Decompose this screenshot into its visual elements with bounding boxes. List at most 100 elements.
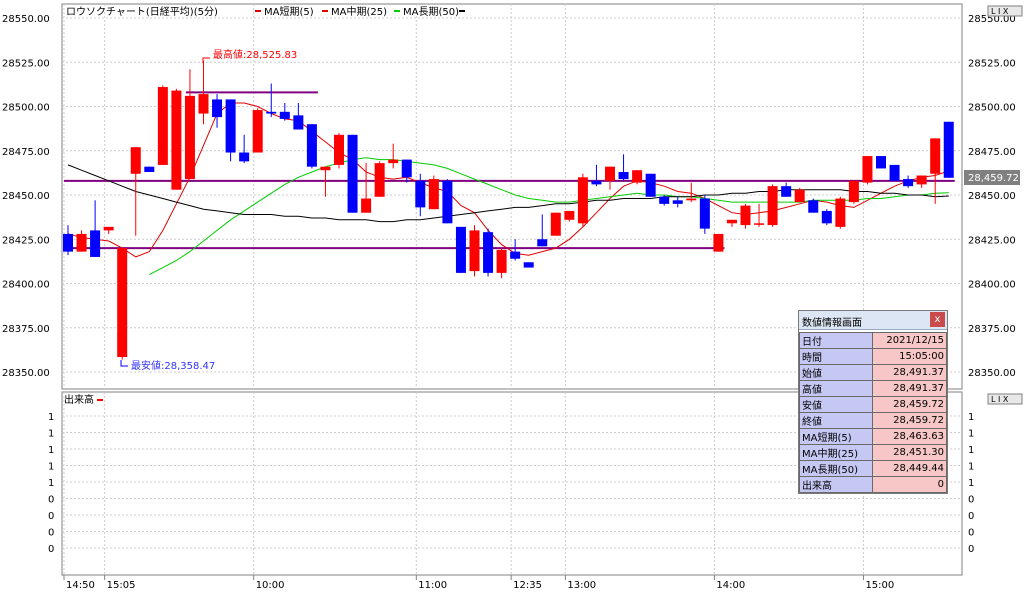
volume-y-ticks-right: 1 1 1 1 1 0 0 0 0 <box>968 412 974 555</box>
price-panel-buttons[interactable]: L I X <box>987 5 1023 17</box>
info-value: 28,463.63 <box>872 428 947 445</box>
close-button[interactable]: x <box>930 312 945 327</box>
x-tick-label: 15:05 <box>107 580 136 591</box>
info-value: 28,449.44 <box>872 460 947 477</box>
y-tick-label-right: 28350.00 <box>968 368 1016 379</box>
candle-body <box>171 90 182 190</box>
low-annotation-text: 最安値:28,358.47 <box>131 359 215 372</box>
legend-ma-long-swatch <box>394 10 400 12</box>
candle-body <box>401 159 412 178</box>
volume-y-tick-left: 1 <box>48 462 54 473</box>
candle-body <box>523 262 534 268</box>
volume-y-tick-right: 1 <box>968 478 974 489</box>
volume-y-tick-right: 1 <box>968 462 974 473</box>
candle-body <box>726 219 737 224</box>
y-tick-label-left: 28550.00 <box>2 14 50 25</box>
info-value: 28,459.72 <box>872 412 947 429</box>
candle-body <box>577 177 588 224</box>
price-panel-buttons-label: L I X <box>991 7 1009 16</box>
candle-body <box>537 239 548 247</box>
y-tick-label-right: 28450.00 <box>968 191 1016 202</box>
legend-title: ロウソクチャート(日経平均)(5分) <box>66 5 218 18</box>
volume-y-tick-right: 0 <box>968 544 974 555</box>
info-row: 始値 28,491.37 <box>799 364 947 381</box>
y-tick-label-right: 28375.00 <box>968 324 1016 335</box>
info-table: 日付 2021/12/15 時間 15:05:00 始値 28,491.37 高値 28,49… <box>799 332 947 493</box>
candle-body <box>90 230 101 257</box>
legend-ma-mid: MA中期(25) <box>331 5 387 18</box>
info-panel[interactable]: 数値情報画面 x 日付 2021/12/15 時間 15:05:00 始値 28,491.… <box>798 310 948 494</box>
candle-body <box>686 198 697 201</box>
info-row: 時間 15:05:00 <box>799 348 947 365</box>
info-row: 出来高 0 <box>799 476 947 493</box>
candle-body <box>388 159 399 164</box>
info-value: 0 <box>872 476 947 493</box>
volume-y-tick-left: 1 <box>48 445 54 456</box>
y-tick-label-left: 28425.00 <box>2 235 50 246</box>
candlesticks <box>63 60 954 360</box>
volume-y-tick-left: 0 <box>48 544 54 555</box>
volume-y-tick-right: 1 <box>968 445 974 456</box>
legend-ma-short: MA短期(5) <box>264 5 314 18</box>
candle-body <box>862 156 873 183</box>
info-row: MA長期(50) 28,449.44 <box>799 460 947 477</box>
candle-body <box>767 186 778 226</box>
info-key: 出来高 <box>799 476 873 493</box>
volume-y-ticks-left: 1 1 1 1 1 0 0 0 0 <box>48 412 54 555</box>
candle-body <box>279 111 290 119</box>
info-value: 2021/12/15 <box>872 332 947 349</box>
volume-panel-buttons-label: L I X <box>991 395 1009 404</box>
info-key: 高値 <box>799 380 873 397</box>
price-y-ticks-right: 28550.00 28525.00 28500.00 28475.00 28450.00… <box>968 14 1016 379</box>
candle-body <box>713 233 724 252</box>
info-panel-title: 数値情報画面 <box>802 318 862 329</box>
candle-body <box>605 166 615 181</box>
candle-body <box>754 223 765 225</box>
candle-body <box>225 99 236 153</box>
candle-body <box>455 226 466 273</box>
volume-y-tick-left: 1 <box>48 429 54 440</box>
ma-line-mid <box>149 157 949 276</box>
candle-body <box>740 205 751 226</box>
y-tick-label-right: 28525.00 <box>968 58 1016 69</box>
volume-y-tick-left: 1 <box>48 478 54 489</box>
low-annotation: 最安値:28,358.47 <box>120 359 215 372</box>
info-value: 28,491.37 <box>872 380 947 397</box>
y-tick-label-left: 28525.00 <box>2 58 50 69</box>
candle-body <box>672 200 683 204</box>
candle-body <box>794 189 805 203</box>
volume-panel-buttons[interactable]: L I X <box>987 393 1023 405</box>
candle-body <box>632 170 643 183</box>
info-value: 15:05:00 <box>872 348 947 365</box>
volume-y-tick-right: 0 <box>968 511 974 522</box>
candle-body <box>943 121 954 178</box>
candle-body <box>645 173 656 197</box>
info-row: MA中期(25) 28,451.30 <box>799 444 947 461</box>
y-tick-label-right: 28550.00 <box>968 14 1016 25</box>
legend-ma-short-swatch <box>255 10 261 12</box>
volume-y-tick-right: 1 <box>968 429 974 440</box>
info-key: 時間 <box>799 348 873 365</box>
last-price-label: 28,459.72 <box>964 170 1020 185</box>
info-value: 28,459.72 <box>872 396 947 413</box>
volume-y-tick-right: 1 <box>968 412 974 423</box>
horizontal-lines <box>64 91 955 250</box>
high-annotation: 最高値:28,525.83 <box>202 48 297 63</box>
x-tick-label: 14:00 <box>716 580 745 591</box>
volume-label: 出来高 <box>64 393 94 406</box>
info-key: 始値 <box>799 364 873 381</box>
legend-ma-mid-swatch <box>322 10 328 12</box>
candle-body <box>496 249 507 273</box>
y-tick-label-right: 28500.00 <box>968 103 1016 114</box>
candle-body <box>334 134 344 165</box>
candle-body <box>469 230 480 272</box>
candle-body <box>699 198 710 229</box>
candle-body <box>442 180 453 224</box>
candle-body <box>103 226 114 231</box>
candle-body <box>821 210 832 224</box>
candle-body <box>76 233 87 252</box>
candle-body <box>591 180 602 185</box>
info-panel-titlebar[interactable]: 数値情報画面 x <box>799 311 947 330</box>
